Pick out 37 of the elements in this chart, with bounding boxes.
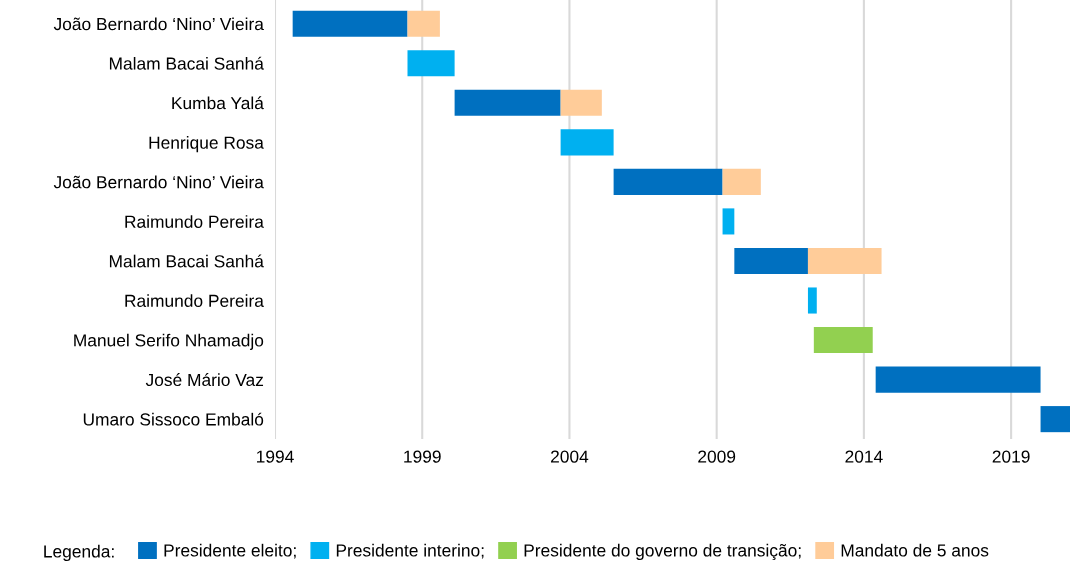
x-tick-label: 1994 [257, 450, 294, 463]
bar [407, 50, 455, 77]
bar [560, 129, 614, 156]
legend-label: Presidente do governo de transição; [524, 543, 801, 561]
bar [292, 10, 408, 37]
y-tick-label: Henrique Rosa [149, 136, 264, 153]
bar [875, 366, 1041, 393]
bar [407, 10, 440, 37]
bar [613, 168, 723, 195]
x-tick-label: 2014 [845, 450, 883, 463]
legend-title: Legenda: [44, 544, 114, 561]
bar [722, 168, 761, 195]
legend-label: Presidente interino; [336, 543, 484, 559]
bar [807, 287, 817, 314]
bar [560, 89, 602, 116]
y-tick-label: Malam Bacai Sanhá [109, 56, 264, 70]
bar [807, 247, 882, 275]
bar [1040, 406, 1070, 433]
x-tick-label: 1999 [404, 450, 441, 463]
y-tick-label: José Mário Vaz [145, 373, 264, 387]
bar [722, 208, 735, 235]
x-tick-label: 2004 [551, 450, 589, 463]
y-tick-label: Umaro Sissoco Embaló [83, 412, 264, 426]
x-tick-label: 2009 [698, 450, 736, 463]
legend-label: Presidente eleito; [164, 543, 296, 559]
y-tick-label: Raimundo Pereira [125, 294, 264, 307]
x-tick-label: 2019 [992, 450, 1030, 463]
legend-label: Mandato de 5 anos [841, 543, 989, 557]
y-tick-label: Malam Bacai Sanhá [109, 254, 264, 268]
y-tick-label: Manuel Serifo Nhamadjo [74, 333, 264, 350]
y-tick-label: João Bernardo ‘Nino’ Vieira [53, 17, 264, 31]
bar [813, 327, 873, 354]
y-tick-label: João Bernardo ‘Nino’ Vieira [53, 175, 264, 189]
bar [734, 247, 808, 275]
y-tick-label: Kumba Yalá [172, 96, 264, 110]
y-tick-label: Raimundo Pereira [125, 215, 264, 228]
bar [454, 89, 561, 116]
